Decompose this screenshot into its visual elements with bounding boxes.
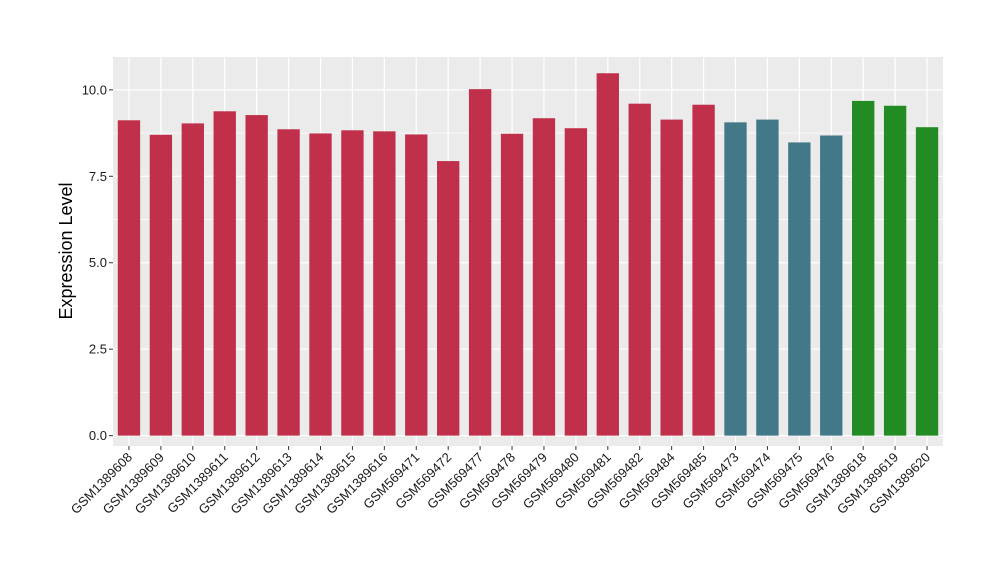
bar-GSM569474 (756, 119, 779, 436)
bar-GSM569485 (692, 104, 715, 436)
bar-GSM1389619 (883, 105, 907, 436)
bar-GSM1389620 (915, 127, 939, 436)
bar-GSM1389613 (277, 129, 300, 436)
y-tick-label: 10.0 (82, 82, 107, 97)
bar-GSM1389610 (181, 123, 204, 436)
plot-panel (113, 57, 943, 446)
bar-GSM569479 (532, 118, 556, 436)
y-tick-label: 2.5 (89, 342, 107, 357)
bar-GSM569477 (468, 89, 492, 436)
x-axis: GSM1389608GSM1389609GSM1389610GSM1389611… (68, 446, 933, 517)
bar-GSM569484 (660, 119, 683, 436)
bar-GSM569471 (405, 134, 428, 436)
bars-layer (117, 73, 939, 436)
y-axis: 0.0 2.5 5.0 7.5 10.0 (82, 82, 113, 443)
bar-GSM1389611 (213, 111, 236, 436)
bar-GSM569473 (724, 122, 747, 436)
bar-GSM1389608 (117, 120, 141, 436)
bar-GSM569482 (628, 103, 651, 436)
bar-GSM1389618 (852, 100, 875, 436)
bar-GSM1389614 (309, 133, 332, 436)
bar-GSM569475 (788, 142, 811, 436)
bar-GSM569480 (564, 128, 588, 436)
y-tick-label: 7.5 (89, 169, 107, 184)
bar-GSM1389612 (245, 115, 268, 436)
bar-GSM569478 (500, 133, 524, 436)
bar-GSM1389609 (149, 134, 173, 436)
bar-GSM569472 (437, 161, 460, 436)
bar-GSM1389616 (373, 131, 396, 436)
y-tick-label: 5.0 (89, 255, 107, 270)
bar-GSM1389615 (341, 130, 364, 436)
bar-GSM569481 (596, 73, 619, 436)
bar-GSM569476 (820, 135, 843, 436)
y-tick-label: 0.0 (89, 428, 107, 443)
y-axis-title: Expression Level (56, 182, 76, 319)
